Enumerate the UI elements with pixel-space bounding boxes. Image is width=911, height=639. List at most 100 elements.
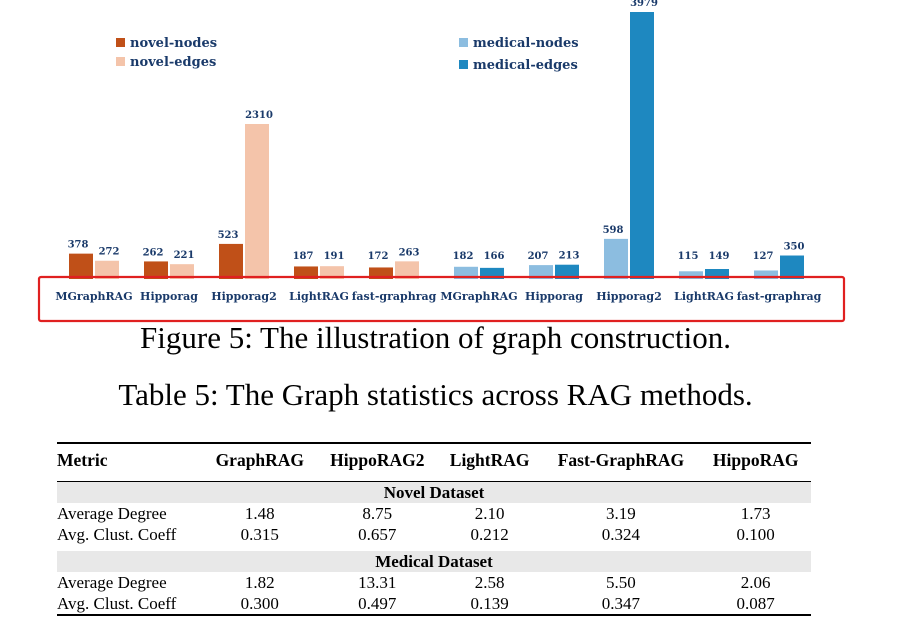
bar-novel-edges	[95, 260, 119, 279]
table-cell: 0.497	[358, 594, 397, 613]
data-label-nodes: 262	[143, 247, 164, 258]
section-title-medical: Medical Dataset	[57, 551, 811, 572]
data-label-nodes: 187	[293, 251, 314, 262]
table-cell: 5.50	[606, 573, 636, 592]
table-cell: 2.10	[474, 504, 505, 523]
figure-caption: Figure 5: The illustration of graph cons…	[140, 320, 731, 355]
legend-swatch-novel-edges	[116, 57, 125, 66]
bar-novel-edges	[320, 266, 344, 279]
bar-medical-edges	[480, 267, 504, 279]
data-label-edges: 213	[559, 251, 580, 262]
category-label: LightRAG	[674, 290, 734, 303]
bar-medical-nodes	[754, 270, 778, 279]
bar-novel-edges	[245, 123, 269, 279]
bar-medical-nodes	[604, 238, 628, 279]
category-label: Hipporag	[140, 290, 198, 303]
table-cell: 0.087	[736, 594, 775, 613]
data-label-edges: 2310	[245, 110, 273, 121]
metric-label: Avg. Clust. Coeff	[57, 594, 177, 613]
bar-novel-edges	[170, 264, 194, 279]
table-cell: 0.347	[601, 594, 641, 613]
data-label-edges: 191	[324, 251, 345, 262]
category-label: MGraphRAG	[440, 290, 517, 303]
header-hipporag2: HippoRAG2	[330, 450, 425, 470]
header-hipporag: HippoRAG	[712, 450, 799, 470]
legend-label-medical-nodes: medical-nodes	[473, 36, 579, 51]
table-cell: 0.657	[358, 525, 397, 544]
legend-swatch-medical-edges	[459, 60, 468, 69]
data-label-nodes: 115	[678, 251, 699, 262]
data-label-edges: 221	[174, 250, 195, 261]
section-row-novel: Novel Dataset	[57, 481, 811, 503]
section-row-medical: Medical Dataset	[57, 551, 811, 572]
table-cell: 1.82	[244, 573, 275, 592]
category-label: MGraphRAG	[55, 290, 132, 303]
data-label-nodes: 172	[368, 251, 389, 262]
bar-novel-nodes	[219, 243, 243, 279]
bar-novel-nodes	[369, 267, 393, 279]
category-label: Hipporag	[525, 290, 583, 303]
bar-medical-edges	[705, 269, 729, 279]
category-label: fast-graphrag	[352, 290, 437, 303]
header-fast-graphrag: Fast-GraphRAG	[557, 450, 685, 470]
data-label-nodes: 598	[603, 225, 624, 236]
bar-medical-edges	[780, 255, 804, 279]
category-label: fast-graphrag	[737, 290, 822, 303]
table-row: Average Degree 1.82 13.31 2.58 5.50 2.06	[57, 572, 811, 593]
table-cell: 0.100	[736, 525, 775, 544]
data-label-nodes: 127	[753, 251, 774, 262]
data-label-edges: 350	[784, 242, 805, 253]
table-cell: 2.06	[740, 573, 771, 592]
data-label-nodes: 378	[68, 240, 89, 251]
header-graphrag: GraphRAG	[215, 450, 305, 470]
data-label-edges: 149	[709, 251, 730, 262]
table-cell: 8.75	[362, 504, 393, 523]
table-cell: 13.31	[358, 573, 397, 592]
legend-label-novel-edges: novel-edges	[130, 55, 216, 70]
section-title-novel: Novel Dataset	[57, 481, 811, 503]
table-row: Average Degree 1.48 8.75 2.10 3.19 1.73	[57, 503, 811, 524]
graph-statistics-table: Metric GraphRAG HippoRAG2 LightRAG Fast-…	[57, 442, 811, 616]
data-label-edges: 263	[399, 247, 420, 258]
bar-medical-edges	[630, 12, 654, 279]
data-label-nodes: 207	[528, 251, 549, 262]
data-label-edges: 3979	[630, 0, 658, 9]
data-label-nodes: 523	[218, 230, 239, 241]
table-cell: 0.300	[240, 594, 279, 613]
category-label: LightRAG	[289, 290, 349, 303]
graph-construction-chart: 378 272 MGraphRAG 262 221 Hipporag 523 2310 Hipp…	[37, 0, 846, 323]
legend-swatch-novel-nodes	[116, 38, 125, 47]
category-label: Hipporag2	[211, 290, 277, 303]
table-cell: 1.73	[740, 504, 771, 523]
bar-novel-nodes	[144, 261, 168, 279]
table-cell: 0.139	[470, 594, 509, 613]
bar-novel-nodes	[69, 253, 93, 279]
legend-label-medical-edges: medical-edges	[473, 58, 578, 73]
table-cell: 0.315	[240, 525, 279, 544]
data-label-edges: 272	[99, 247, 120, 258]
metric-label: Average Degree	[57, 504, 167, 523]
metric-label: Avg. Clust. Coeff	[57, 525, 177, 544]
category-label: Hipporag2	[596, 290, 662, 303]
header-lightrag: LightRAG	[449, 450, 530, 470]
legend-label-novel-nodes: novel-nodes	[130, 36, 217, 51]
bar-novel-edges	[395, 261, 419, 279]
table-caption: Table 5: The Graph statistics across RAG…	[118, 377, 753, 412]
header-metric: Metric	[57, 450, 108, 470]
highlight-box	[37, 275, 846, 323]
data-label-edges: 166	[484, 251, 505, 262]
table-cell: 0.324	[601, 525, 641, 544]
bar-medical-nodes	[679, 271, 703, 279]
bar-medical-edges	[555, 264, 579, 279]
legend-swatch-medical-nodes	[459, 38, 468, 47]
table-cell: 2.58	[474, 573, 505, 592]
table-cell: 1.48	[244, 504, 275, 523]
table-row: Avg. Clust. Coeff 0.300 0.497 0.139 0.34…	[57, 593, 811, 615]
metric-label: Average Degree	[57, 573, 167, 592]
data-label-nodes: 182	[453, 251, 474, 262]
table-cell: 3.19	[606, 504, 636, 523]
table-header-row: Metric GraphRAG HippoRAG2 LightRAG Fast-…	[57, 443, 811, 482]
table-row: Avg. Clust. Coeff 0.315 0.657 0.212 0.32…	[57, 524, 811, 545]
bar-medical-nodes	[529, 265, 553, 279]
bar-novel-nodes	[294, 266, 318, 279]
